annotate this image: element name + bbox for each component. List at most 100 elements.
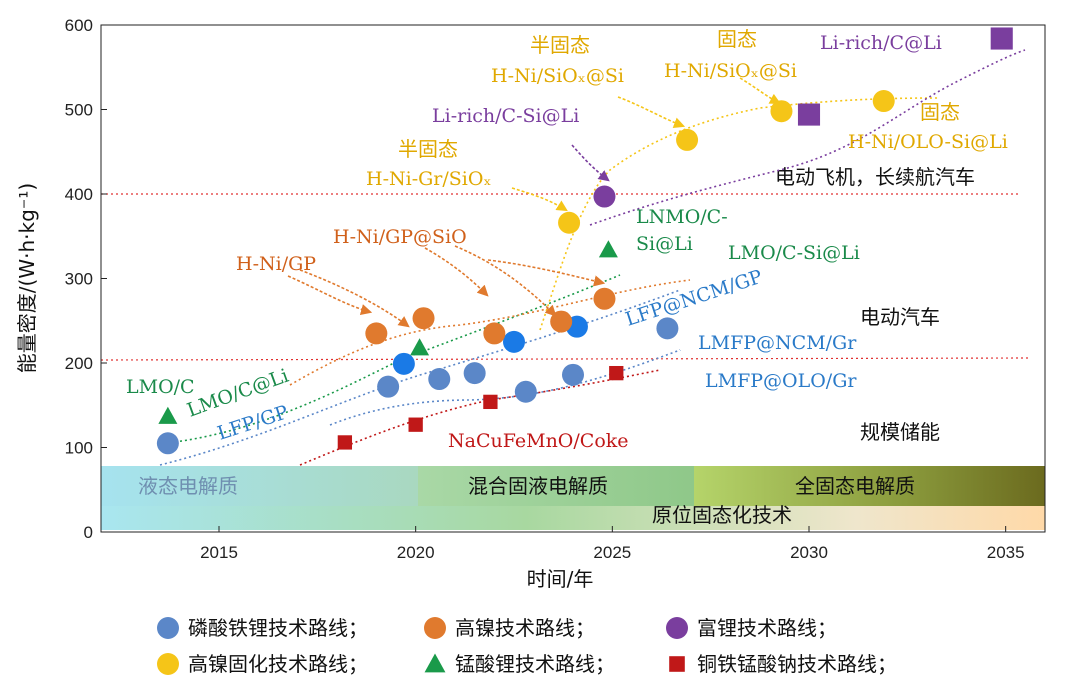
arrow-hni-gp-1 <box>287 275 373 315</box>
band-insitu <box>101 506 1045 530</box>
arrow-hni-gp-sio-1 <box>424 247 489 297</box>
data-point-series-5 <box>337 435 353 450</box>
data-point-series-1 <box>412 307 435 330</box>
ann-semi-solid-1: 半固态 <box>398 137 458 161</box>
plot-frame <box>100 24 1046 533</box>
ann-hni-gr-siox: H-Ni-Gr/SiOₓ <box>366 168 492 190</box>
arrow-hni-gp-sio-3 <box>487 259 606 287</box>
y-tick-label: 500 <box>65 101 93 120</box>
data-point-series-0-highlight <box>503 330 525 353</box>
data-marks <box>156 27 1013 455</box>
ann-nacufemno-coke: NaCuFeMnO/Coke <box>448 430 629 452</box>
trend-hni-solid <box>539 97 941 331</box>
data-point-series-3 <box>770 100 793 123</box>
data-point-series-5 <box>408 417 423 432</box>
trend-li-rich <box>589 49 1026 226</box>
arrow-hni-gp-2 <box>299 269 410 328</box>
data-point-series-1 <box>593 287 616 310</box>
legend-marker <box>424 617 446 639</box>
data-point-series-5 <box>483 394 498 410</box>
ann-solid-2: 固态 <box>920 100 960 124</box>
x-tick-label: 2035 <box>987 543 1025 562</box>
data-point-series-3 <box>872 90 895 113</box>
y-tick-label: 100 <box>65 439 93 458</box>
ann-hni-gp: H-Ni/GP <box>236 253 316 275</box>
data-point-series-0 <box>463 362 486 385</box>
ann-hni-gp-sio: H-Ni/GP@SiO <box>333 226 467 248</box>
data-point-series-3 <box>558 211 581 234</box>
legend-marker <box>157 617 179 639</box>
ann-li-rich-c-si-li: Li-rich/C-Si@Li <box>432 105 579 127</box>
legend-label: 磷酸铁锂技术路线； <box>188 616 368 640</box>
band-hybrid <box>418 466 694 506</box>
ann-hni-siox-si-1: H-Ni/SiOₓ@Si <box>491 65 624 87</box>
ann-lmfp-ncm-gr: LMFP@NCM/Gr <box>698 332 857 354</box>
x-axis: 2015 2020 2025 2030 2035 <box>200 526 1025 562</box>
band-liquid <box>101 466 418 506</box>
ann-solid-1: 固态 <box>717 27 757 51</box>
band-liquid-label: 液态电解质 <box>138 474 238 498</box>
axes: 0 100 200 300 400 500 600 2015 2020 2025 2030 2035… <box>15 16 1046 591</box>
ann-lmfp-olo-gr: LMFP@OLO/Gr <box>705 370 857 392</box>
data-point-series-0-highlight <box>392 352 415 375</box>
ann-si-li: Si@Li <box>636 233 693 255</box>
data-point-series-4 <box>598 240 618 258</box>
data-point-series-0 <box>656 317 679 340</box>
legend-label: 高镍固化技术路线； <box>188 652 368 676</box>
annotation-arrows <box>287 77 781 328</box>
legend: 磷酸铁锂技术路线； 高镍技术路线； 富锂技术路线； 高镍固化技术路线； 锰酸锂技术路线；… <box>157 616 897 676</box>
band-hybrid-label: 混合固液电解质 <box>468 474 608 498</box>
ann-hni-siox-si-2: H-Ni/SiOₓ@Si <box>664 60 797 82</box>
legend-marker <box>157 653 179 675</box>
data-point-series-4 <box>410 338 430 356</box>
legend-label: 铜铁锰酸钠技术路线； <box>697 652 897 676</box>
x-tick-label: 2020 <box>397 543 435 562</box>
ann-lmo-c: LMO/C <box>126 376 195 398</box>
region-label-storage: 规模储能 <box>860 420 940 444</box>
trend-lfp <box>159 289 681 466</box>
band-solid <box>694 466 1045 506</box>
data-point-series-1 <box>483 322 506 345</box>
y-tick-label: 200 <box>65 354 93 373</box>
x-tick-label: 2030 <box>790 543 828 562</box>
data-point-series-2 <box>593 185 616 208</box>
ann-lfp-ncm-gp: LFP@NCM/GP <box>623 266 766 331</box>
y-tick-label: 300 <box>65 270 93 289</box>
y-tick-label: 600 <box>65 16 93 35</box>
data-point-series-5 <box>609 365 624 381</box>
arrow-semi-solid-1 <box>511 187 568 212</box>
legend-marker <box>666 617 688 639</box>
legend-label: 锰酸锂技术路线； <box>455 652 615 676</box>
arrow-li-rich <box>571 144 610 182</box>
data-point-series-0 <box>562 363 584 386</box>
data-point-series-1 <box>550 310 573 333</box>
legend-marker <box>669 656 685 672</box>
legend-marker <box>424 653 446 673</box>
data-point-series-0 <box>377 375 400 398</box>
data-point-series-0 <box>156 432 179 455</box>
y-tick-label: 400 <box>65 185 93 204</box>
arrow-hni-gp-sio-2 <box>454 245 557 317</box>
y-tick-label: 0 <box>84 523 93 542</box>
band-insitu-label: 原位固态化技术 <box>652 503 792 527</box>
data-point-series-2-square <box>990 27 1013 50</box>
ann-li-rich-c-li: Li-rich/C@Li <box>820 32 942 54</box>
x-tick-label: 2025 <box>593 543 631 562</box>
legend-label: 高镍技术路线； <box>455 616 595 640</box>
ref-label-aviation: 电动飞机，长续航汽车 <box>775 165 975 189</box>
data-point-series-3 <box>676 128 699 151</box>
y-axis-label: 能量密度/(W·h·kg⁻¹) <box>15 183 39 373</box>
arrow-semi-solid-2 <box>617 96 686 129</box>
ann-semi-solid-2: 半固态 <box>530 33 590 57</box>
electrolyte-bands: 液态电解质 混合固液电解质 全固态电解质 原位固态化技术 <box>101 466 1045 530</box>
arrow-solid-1 <box>739 77 781 105</box>
data-point-series-0 <box>514 380 537 403</box>
data-point-series-4 <box>158 406 178 424</box>
x-axis-label: 时间/年 <box>527 567 594 591</box>
ann-hni-olo-si-li: H-Ni/OLO-Si@Li <box>848 131 1008 153</box>
data-point-series-2-square <box>797 103 821 126</box>
legend-label: 富锂技术路线； <box>697 616 837 640</box>
y-axis: 0 100 200 300 400 500 600 <box>65 16 107 542</box>
x-tick-label: 2015 <box>200 543 238 562</box>
ann-lnmo-c: LNMO/C- <box>636 206 728 228</box>
